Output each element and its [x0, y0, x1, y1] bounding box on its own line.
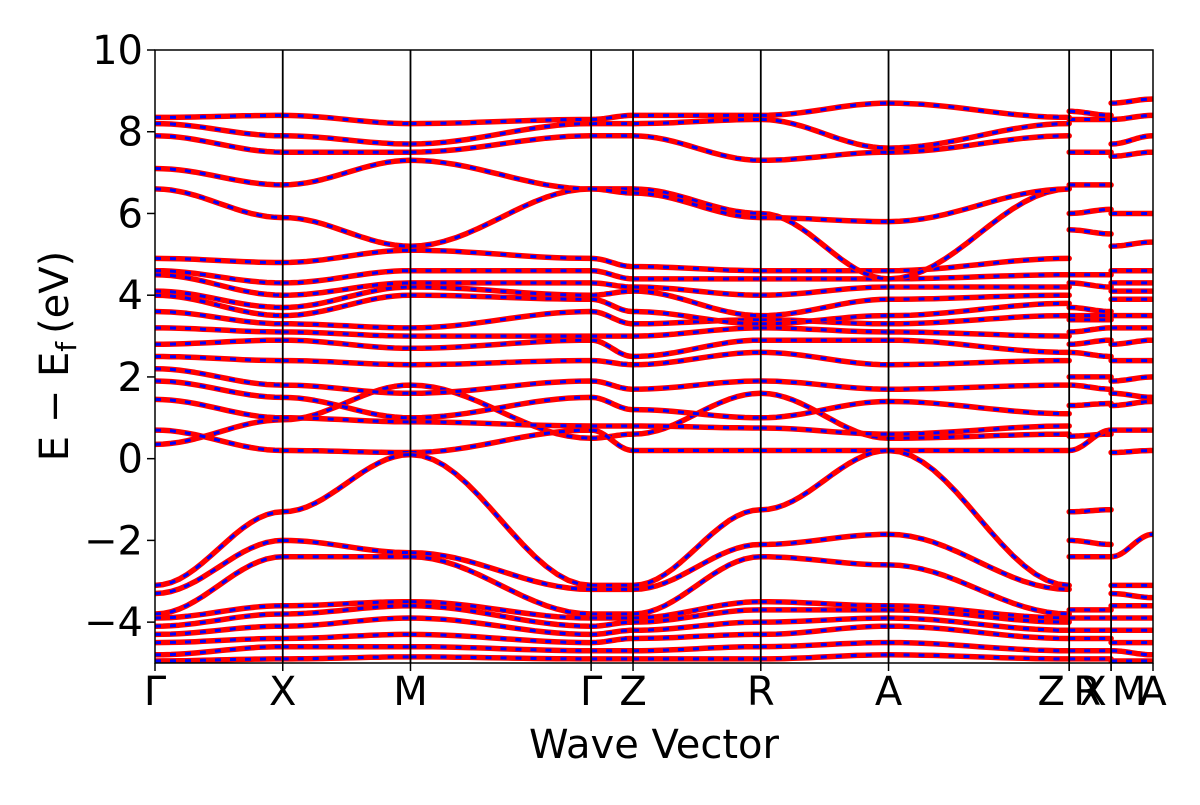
band-line-dashed: [155, 428, 1153, 454]
plot-frame: [154, 49, 1154, 664]
band-line-dashed: [155, 350, 1153, 367]
x-tick-label: R: [1073, 669, 1101, 715]
band-line-dashed: [155, 604, 1153, 628]
y-tick-label: 0: [118, 437, 143, 483]
x-tick-label: A: [875, 669, 903, 715]
y-axis-title-unit: (eV): [32, 251, 78, 334]
x-tick-label: X: [269, 669, 296, 715]
band-line-dashed: [155, 367, 1153, 395]
x-tick-label: Γ: [144, 669, 167, 715]
band-line-dashed: [155, 113, 1153, 150]
y-tick-label: 4: [118, 273, 143, 319]
band-line-dashed: [155, 273, 1153, 297]
band-line-dashed: [155, 641, 1153, 657]
band-line-dashed: [155, 379, 1153, 420]
x-tick-label: Z: [619, 669, 646, 715]
band-line-dashed: [155, 338, 1153, 358]
band-line-solid: [155, 149, 1153, 225]
y-tick-label: 10: [92, 28, 143, 74]
x-ticks: Γ X M Γ Z R A Z RX MA: [144, 663, 1167, 715]
bands-layer: [155, 96, 1153, 663]
y-tick-label: −2: [84, 518, 143, 564]
band-line-dashed: [155, 293, 1153, 326]
band-line-dashed: [155, 97, 1153, 126]
band-line-dashed: [155, 600, 1153, 620]
band-line-solid: [155, 133, 1153, 164]
band-line-dashed: [155, 624, 1153, 645]
band-line-solid: [155, 227, 1153, 274]
y-axis-title-sub: f: [50, 341, 83, 352]
x-tick-label: M: [393, 669, 428, 715]
x-axis-title: Wave Vector: [529, 722, 780, 768]
band-line-dashed: [155, 555, 1153, 616]
x-tick-label: R: [747, 669, 775, 715]
x-tick-label: A: [1139, 669, 1167, 715]
y-axis-title: E − Ef (eV): [32, 251, 83, 462]
band-line-solid: [155, 325, 1153, 339]
band-line-solid: [155, 447, 1153, 589]
band-line-solid: [155, 96, 1153, 127]
band-line-dashed: [155, 653, 1153, 663]
y-tick-label: 6: [118, 191, 143, 237]
band-line-dashed: [155, 150, 1153, 224]
band-line-dashed: [155, 383, 1153, 454]
band-line-dashed: [155, 269, 1153, 285]
x-tick-label: Γ: [580, 669, 603, 715]
band-line-solid: [155, 267, 1153, 286]
band-line-dashed: [155, 449, 1153, 587]
y-tick-label: −4: [84, 600, 143, 646]
band-line-dashed: [155, 228, 1153, 273]
kpoint-lines: [281, 50, 1112, 663]
x-tick-label: X: [1079, 669, 1106, 715]
band-line-dashed: [155, 134, 1153, 162]
band-line-dashed: [155, 532, 1153, 595]
band-line-dashed: [155, 326, 1153, 338]
band-line-dashed: [155, 285, 1153, 318]
y-tick-label: 2: [118, 355, 143, 401]
y-axis-title-main: E − E: [32, 352, 78, 462]
band-line-dashed: [155, 397, 1153, 436]
band-line-solid: [155, 639, 1153, 658]
band-line-dashed: [155, 616, 1153, 636]
y-tick-label: 8: [118, 110, 143, 156]
x-tick-label: Z: [1037, 669, 1064, 715]
x-tick-label: M: [1112, 669, 1147, 715]
band-line-solid: [155, 337, 1153, 360]
y-ticks: 10 8 6 4 2 0 −2 −4: [84, 28, 155, 646]
